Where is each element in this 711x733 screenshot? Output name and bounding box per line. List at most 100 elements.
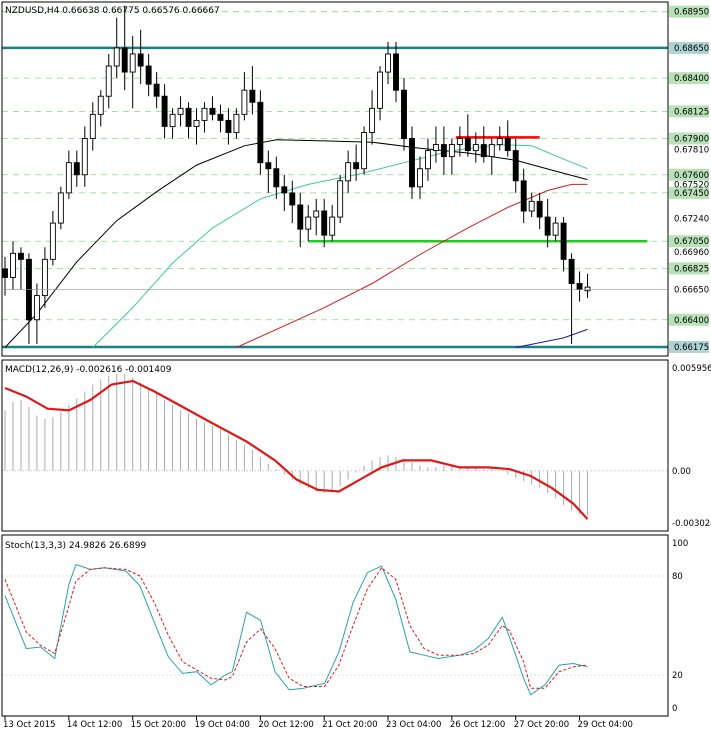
candle-15 xyxy=(121,5,128,91)
price-tick-label: 0.66960 xyxy=(674,248,709,258)
stochastic-label: Stoch(13,3,3) 24.9826 26.6899 xyxy=(5,541,146,551)
candle-69 xyxy=(552,217,559,242)
candle-body xyxy=(73,162,80,176)
price-tick-box xyxy=(669,105,709,118)
chart-title: NZDUSD,H4 0.66638 0.66775 0.66576 0.6666… xyxy=(5,6,220,16)
candle-51 xyxy=(409,126,415,199)
candle-body xyxy=(297,204,304,230)
candle-39 xyxy=(313,198,320,236)
candle-body xyxy=(424,150,431,170)
price-tick-box xyxy=(669,41,709,54)
candle-64 xyxy=(512,138,519,193)
macd-tick-0: 0.005956 xyxy=(672,364,711,374)
price-tick-5: 0.67810 xyxy=(674,145,709,155)
candle-41 xyxy=(329,204,336,242)
price-tick-10: 0.67050 xyxy=(669,235,709,248)
candle-body xyxy=(464,138,471,152)
macd-panel[interactable]: 0.005956 0.00 -0.003024 xyxy=(2,364,711,529)
candle-38 xyxy=(305,204,312,242)
candle-body xyxy=(361,132,368,170)
candle-30 xyxy=(241,72,248,121)
candle-body xyxy=(233,113,240,133)
candle-body xyxy=(18,252,24,260)
moving-average-0 xyxy=(4,139,588,348)
candle-66 xyxy=(528,192,535,218)
candle-body xyxy=(337,180,344,218)
candle-body xyxy=(193,119,200,127)
candle-body xyxy=(2,268,8,278)
candle-11 xyxy=(89,102,96,151)
price-tick-1: 0.68650 xyxy=(669,41,709,54)
candle-body xyxy=(536,200,543,218)
price-tick-label: 0.66175 xyxy=(674,343,709,353)
candle-16 xyxy=(129,35,136,109)
candle-body xyxy=(576,283,583,290)
candle-body xyxy=(480,144,487,158)
candle-body xyxy=(409,138,415,188)
candle-body xyxy=(520,180,527,212)
candle-body xyxy=(568,258,575,284)
stochastic-panel[interactable]: 100 80 20 0 xyxy=(2,539,688,714)
candle-body xyxy=(65,162,72,194)
price-tick-2: 0.68400 xyxy=(669,72,709,85)
candle-body xyxy=(488,144,495,158)
price-tick-label: 0.67520 xyxy=(674,180,709,190)
candle-32 xyxy=(257,90,264,175)
horizontal-levels[interactable] xyxy=(2,46,668,349)
stoch-tick-2: 20 xyxy=(672,671,683,681)
price-tick-12: 0.66825 xyxy=(669,262,709,275)
candle-14 xyxy=(113,17,120,79)
time-label-4: 20 Oct 12:00 xyxy=(258,720,313,730)
candle-body xyxy=(393,53,399,91)
candle-body xyxy=(385,53,391,73)
candle-body xyxy=(560,222,567,260)
price-tick-7: 0.67520 xyxy=(674,180,709,190)
candle-body xyxy=(121,47,128,73)
price-tick-6: 0.67600 xyxy=(669,168,709,181)
candle-body xyxy=(528,200,535,212)
candle-body xyxy=(321,210,328,236)
candle-35 xyxy=(281,174,288,212)
candle-73 xyxy=(584,273,591,299)
candle-25 xyxy=(201,102,208,133)
candle-body xyxy=(137,53,144,67)
panel-frame-1 xyxy=(1,359,669,532)
candle-body xyxy=(257,101,264,164)
candle-26 xyxy=(209,96,216,121)
candle-31 xyxy=(249,66,256,115)
candle-33 xyxy=(265,150,272,193)
candle-body xyxy=(544,216,551,236)
candle-body xyxy=(153,83,160,97)
price-tick-3: 0.68125 xyxy=(669,105,709,118)
candle-53 xyxy=(424,138,431,181)
price-tick-8: 0.67450 xyxy=(669,186,709,199)
candle-2 xyxy=(18,247,24,290)
price-tick-label: 0.68950 xyxy=(674,8,709,18)
candle-42 xyxy=(337,174,344,224)
time-label-7: 26 Oct 12:00 xyxy=(450,720,505,730)
candlesticks[interactable] xyxy=(2,5,591,344)
candle-58 xyxy=(464,114,471,157)
candle-8 xyxy=(65,150,72,199)
candle-67 xyxy=(536,192,543,230)
price-tick-label: 0.66825 xyxy=(674,264,709,274)
price-tick-box xyxy=(669,340,709,353)
candle-29 xyxy=(233,108,240,139)
candle-body xyxy=(353,162,360,170)
candle-body xyxy=(41,258,48,297)
candle-47 xyxy=(377,66,384,121)
panel-frame-2 xyxy=(1,534,669,717)
price-tick-box xyxy=(669,168,709,181)
candle-body xyxy=(448,144,455,158)
candle-54 xyxy=(432,126,439,163)
candle-body xyxy=(512,150,519,182)
price-tick-box xyxy=(669,186,709,199)
candle-body xyxy=(440,144,447,158)
candle-1 xyxy=(10,241,16,290)
candle-body xyxy=(217,113,224,121)
candle-37 xyxy=(297,192,304,248)
candle-49 xyxy=(393,41,399,103)
candle-body xyxy=(10,252,16,278)
